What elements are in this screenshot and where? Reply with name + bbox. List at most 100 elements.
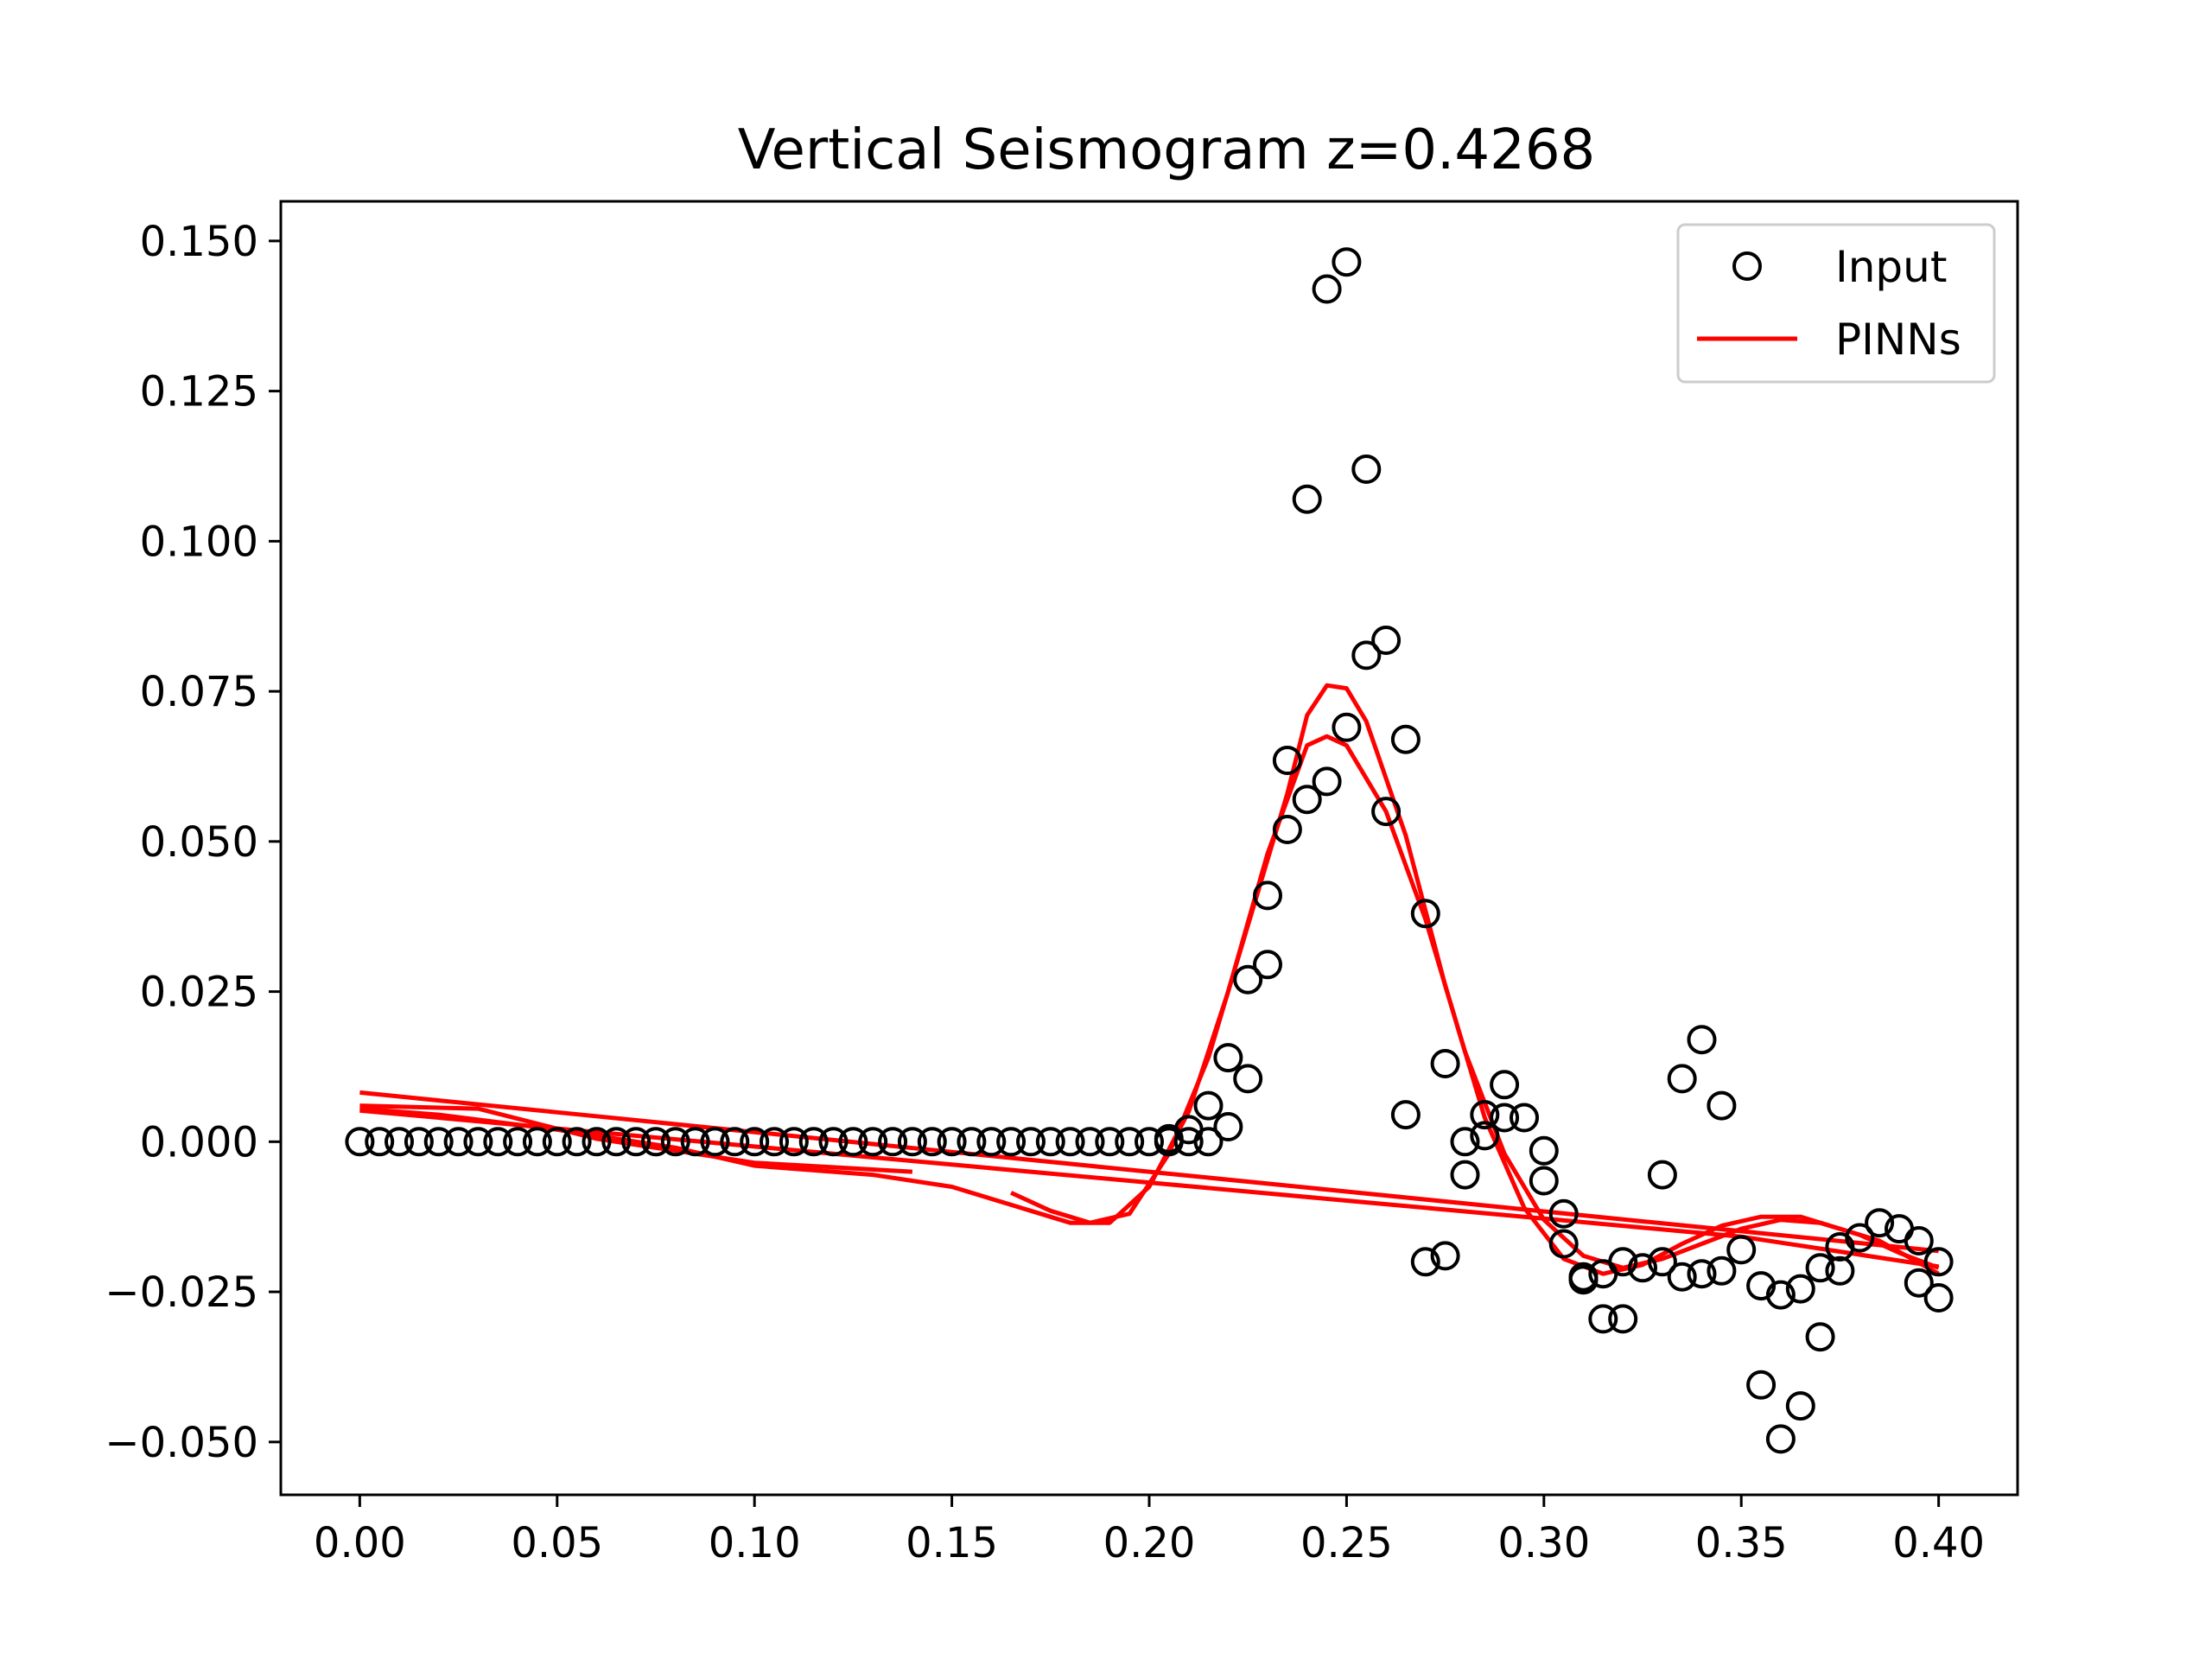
legend-pinns-label: PINNs bbox=[1835, 315, 1961, 365]
input-point bbox=[1746, 1370, 1777, 1400]
input-point bbox=[917, 1127, 947, 1157]
input-point bbox=[1726, 1235, 1757, 1265]
input-point bbox=[365, 1127, 395, 1157]
plot-area bbox=[345, 247, 1954, 1454]
input-point bbox=[1351, 454, 1382, 484]
y-tick-label: −0.025 bbox=[105, 1268, 258, 1317]
input-point bbox=[1430, 1049, 1460, 1078]
input-point bbox=[542, 1127, 572, 1157]
input-point bbox=[1490, 1070, 1520, 1100]
input-point bbox=[878, 1127, 908, 1157]
input-point bbox=[1608, 1247, 1638, 1277]
x-tick-label: 0.00 bbox=[314, 1519, 406, 1567]
input-point bbox=[1707, 1255, 1737, 1286]
input-point bbox=[660, 1127, 690, 1157]
input-point bbox=[1667, 1262, 1697, 1292]
input-point bbox=[621, 1127, 652, 1157]
input-point bbox=[1923, 1247, 1954, 1277]
chart-title: Vertical Seismogram z=0.4268 bbox=[738, 118, 1596, 182]
x-tick-label: 0.25 bbox=[1300, 1519, 1393, 1567]
pinns-line bbox=[359, 734, 1940, 1270]
input-point bbox=[1292, 484, 1322, 514]
input-point bbox=[838, 1127, 868, 1157]
input-point bbox=[483, 1127, 513, 1157]
input-point bbox=[1588, 1304, 1618, 1334]
input-point bbox=[1667, 1064, 1697, 1094]
input-point bbox=[818, 1127, 849, 1157]
input-point bbox=[443, 1127, 474, 1157]
input-point bbox=[463, 1127, 493, 1157]
input-point bbox=[1233, 1064, 1263, 1094]
input-point bbox=[1765, 1280, 1796, 1310]
input-point bbox=[937, 1127, 967, 1157]
x-tick-label: 0.15 bbox=[906, 1519, 998, 1567]
input-point bbox=[1035, 1127, 1065, 1157]
input-point bbox=[720, 1127, 750, 1157]
input-point bbox=[1548, 1198, 1579, 1229]
input-point bbox=[680, 1127, 710, 1157]
input-point bbox=[1390, 724, 1421, 754]
input-point bbox=[1568, 1262, 1599, 1292]
input-point bbox=[996, 1127, 1027, 1157]
input-point bbox=[740, 1127, 770, 1157]
input-point bbox=[1529, 1166, 1559, 1196]
input-point bbox=[385, 1127, 414, 1157]
input-point bbox=[601, 1127, 632, 1157]
input-point bbox=[1332, 247, 1362, 277]
axes-frame bbox=[279, 200, 2019, 1497]
input-point bbox=[404, 1127, 434, 1157]
pinns-line bbox=[359, 1108, 1939, 1269]
input-point bbox=[1825, 1255, 1855, 1286]
input-point bbox=[1173, 1127, 1204, 1157]
input-point bbox=[1193, 1090, 1224, 1121]
input-point bbox=[1647, 1247, 1677, 1277]
x-tick-label: 0.35 bbox=[1695, 1519, 1788, 1567]
input-point bbox=[1647, 1160, 1677, 1190]
input-point bbox=[1253, 880, 1282, 911]
input-point bbox=[641, 1127, 671, 1157]
input-point bbox=[1450, 1127, 1480, 1157]
y-tick-label: −0.050 bbox=[105, 1419, 258, 1467]
y-tick-label: 0.050 bbox=[140, 818, 258, 867]
pinns-line bbox=[359, 1103, 913, 1174]
input-point bbox=[798, 1127, 829, 1157]
input-point bbox=[1785, 1274, 1815, 1304]
input-point bbox=[1253, 950, 1282, 980]
input-point bbox=[1193, 1127, 1224, 1157]
input-point bbox=[1707, 1090, 1737, 1121]
input-point bbox=[1805, 1322, 1835, 1352]
y-tick-label: 0.100 bbox=[140, 518, 258, 566]
input-point bbox=[1371, 797, 1402, 827]
input-point bbox=[957, 1127, 987, 1157]
input-point bbox=[1785, 1391, 1815, 1421]
input-point bbox=[1272, 746, 1302, 775]
input-point bbox=[760, 1127, 789, 1157]
input-point bbox=[1430, 1241, 1460, 1271]
axes: 0.00 0.05 0.10 0.15 0.20 0.25 0.30 0.35 0.40 −0.0… bbox=[105, 200, 2019, 1567]
input-point bbox=[1233, 964, 1263, 995]
input-point bbox=[1529, 1135, 1559, 1166]
y-tick-label: 0.150 bbox=[140, 218, 258, 266]
input-point bbox=[1510, 1103, 1539, 1133]
input-point bbox=[1115, 1127, 1145, 1157]
input-point bbox=[1055, 1127, 1085, 1157]
x-tick-label: 0.05 bbox=[511, 1519, 603, 1567]
input-point bbox=[897, 1127, 927, 1157]
input-point bbox=[423, 1127, 454, 1157]
input-point bbox=[1608, 1304, 1638, 1334]
input-point bbox=[1292, 785, 1322, 815]
input-point bbox=[1765, 1424, 1796, 1454]
input-point bbox=[1923, 1283, 1954, 1313]
input-point bbox=[1845, 1223, 1875, 1253]
input-point bbox=[1628, 1253, 1657, 1283]
input-point bbox=[1272, 815, 1302, 844]
input-point bbox=[1016, 1127, 1046, 1157]
input-point bbox=[1410, 899, 1440, 929]
pinns-line bbox=[359, 1090, 1939, 1254]
input-point bbox=[503, 1127, 533, 1157]
input-point bbox=[1154, 1127, 1184, 1157]
input-point bbox=[779, 1127, 809, 1157]
input-point bbox=[858, 1127, 888, 1157]
input-point bbox=[582, 1127, 612, 1157]
